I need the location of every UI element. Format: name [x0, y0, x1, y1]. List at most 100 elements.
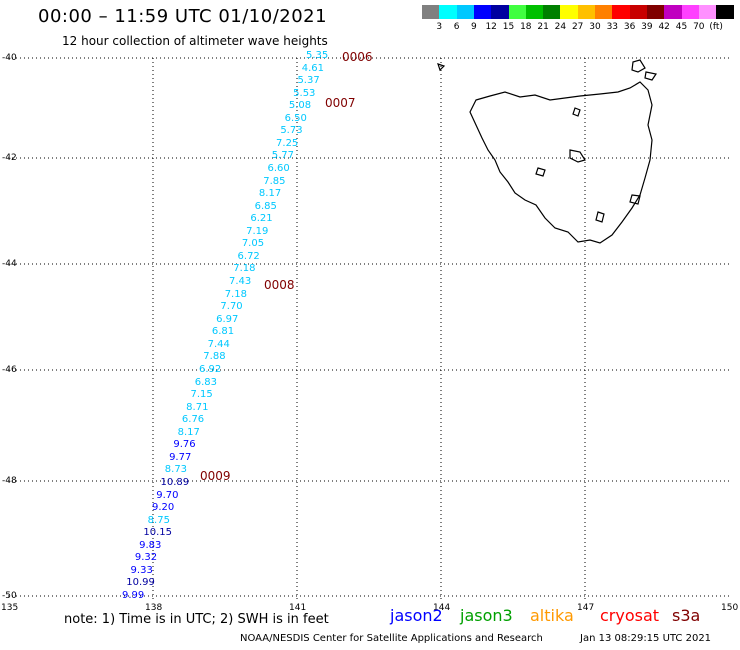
colorbar-label: 42 — [658, 22, 670, 32]
wave-height-value: 7.05 — [241, 238, 265, 250]
wave-height-value: 10.89 — [160, 476, 190, 488]
wave-height-value: 7.19 — [246, 225, 269, 237]
colorbar-label: 33 — [606, 22, 619, 32]
colorbar-label: 24 — [554, 22, 567, 32]
colorbar-label: 39 — [641, 22, 653, 32]
lon-label: 150 — [721, 603, 739, 613]
pass-time-label: 0006 — [342, 50, 373, 64]
colorbar-swatch — [698, 5, 717, 19]
color-legend: 3 6 9 12 15 18 21 24 27 30 33 36 39 42 45 70 (ft) — [0, 0, 740, 34]
colorbar-swatch — [595, 5, 613, 19]
lat-label: -44 — [2, 259, 17, 269]
wave-height-value: 6.83 — [194, 376, 217, 388]
colorbar-swatch — [560, 5, 579, 19]
wave-height-value: 7.18 — [233, 263, 256, 275]
wave-height-value: 8.75 — [147, 514, 170, 526]
wave-height-value: 5.37 — [297, 75, 320, 87]
wave-height-value: 5.35 — [306, 50, 329, 61]
pass-time-label: 0008 — [264, 278, 295, 292]
wave-height-value: 6.85 — [254, 200, 277, 212]
wave-height-value: 7.88 — [203, 351, 226, 363]
colorbar-label: 9 — [471, 22, 477, 32]
wave-height-value: 9.83 — [139, 539, 162, 551]
wave-height-value: 8.17 — [177, 426, 200, 438]
colorbar-swatch — [612, 5, 631, 19]
lat-label: -40 — [2, 53, 17, 63]
wave-height-value: 9.70 — [156, 489, 179, 501]
satellite-legend-s3a: s3a — [672, 606, 701, 625]
lon-label: 138 — [145, 603, 163, 613]
colorbar-label: (ft) — [709, 22, 723, 32]
timestamp-text: Jan 13 08:29:15 UTC 2021 — [580, 633, 712, 644]
wave-height-value: 10.99 — [126, 577, 155, 589]
credit-text: NOAA/NESDIS Center for Satellite Applica… — [240, 633, 543, 644]
colorbar-label: 36 — [623, 22, 636, 32]
colorbar-label: 6 — [453, 22, 460, 32]
wave-height-value: 6.81 — [211, 326, 235, 338]
wave-height-value: 6.60 — [267, 163, 290, 175]
wave-height-value: 6.76 — [181, 414, 205, 426]
colorbar-swatch — [491, 5, 509, 19]
wave-height-value: 9.76 — [173, 439, 196, 451]
note-text: note: 1) Time is in UTC; 2) SWH is in fe… — [64, 612, 329, 627]
satellite-legend-altika: altika — [530, 606, 574, 625]
wave-height-value: 8.73 — [164, 464, 188, 476]
map-subtitle: 12 hour collection of altimeter wave hei… — [62, 34, 328, 48]
wave-height-value: 6.21 — [250, 213, 273, 225]
colorbar-label: 21 — [537, 22, 549, 32]
wave-height-value: 7.70 — [220, 301, 243, 313]
lon-label: 147 — [577, 603, 595, 613]
colorbar-swatch — [543, 5, 561, 19]
colorbar-swatch — [525, 5, 544, 19]
wave-height-value: 5.77 — [271, 150, 295, 162]
wave-height-value: 7.43 — [228, 276, 252, 288]
colorbar-swatch — [577, 5, 596, 19]
lat-label: -42 — [2, 153, 17, 163]
colorbar-swatch — [681, 5, 700, 19]
satellite-legend-cryosat: cryosat — [600, 606, 660, 625]
tasmania-coastline — [437, 59, 657, 244]
colorbar-swatch — [473, 5, 492, 19]
wave-height-value: 6.72 — [237, 250, 260, 262]
pass-time-label: 0009 — [200, 469, 231, 483]
colorbar-swatch — [456, 5, 475, 19]
wave-height-value: 7.18 — [224, 288, 247, 300]
wave-height-value: 5.53 — [293, 87, 316, 99]
lat-label: -46 — [2, 365, 17, 375]
satellite-legend-jason2: jason2 — [390, 606, 443, 625]
colorbar-label: 45 — [675, 22, 688, 32]
wave-height-value: 6.50 — [284, 112, 307, 124]
colorbar-swatch — [629, 5, 648, 19]
colorbar-label: 18 — [520, 22, 532, 32]
colorbar-label: 27 — [571, 22, 584, 32]
satellite-legend-jason3: jason3 — [460, 606, 513, 625]
wave-height-value: 6.97 — [216, 313, 239, 325]
wave-height-value: 6.92 — [199, 363, 222, 375]
wave-height-value: 7.15 — [190, 389, 213, 401]
wave-height-value: 5.08 — [288, 100, 312, 112]
wave-height-value: 4.61 — [301, 62, 324, 74]
wave-height-value: 7.85 — [263, 175, 286, 187]
wave-height-value: 9.77 — [169, 451, 192, 463]
lat-label: -48 — [2, 476, 17, 486]
colorbar-label: 12 — [485, 22, 497, 32]
pass-time-label: 0007 — [325, 96, 356, 110]
wave-height-value: 5.73 — [280, 125, 303, 137]
colorbar-label: 70 — [693, 22, 705, 32]
wave-height-value: 9.20 — [151, 502, 175, 514]
lon-label: 144 — [433, 603, 451, 613]
wave-height-value: 10.15 — [143, 527, 173, 539]
colorbar-swatch — [646, 5, 665, 19]
wave-height-value: 9.99 — [122, 590, 145, 601]
colorbar-swatch — [664, 5, 682, 19]
wave-height-value: 8.17 — [258, 188, 282, 200]
wave-height-value: 9.32 — [134, 552, 158, 564]
map-title: 00:00 – 11:59 UTC 01/10/2021 — [38, 6, 328, 27]
colorbar-swatch — [439, 5, 458, 19]
latitude-gridlines — [8, 57, 732, 597]
lon-label: 135 — [1, 603, 19, 613]
colorbar-label: 15 — [502, 22, 515, 32]
colorbar-label: 30 — [589, 22, 601, 32]
colorbar-swatch — [422, 5, 440, 19]
